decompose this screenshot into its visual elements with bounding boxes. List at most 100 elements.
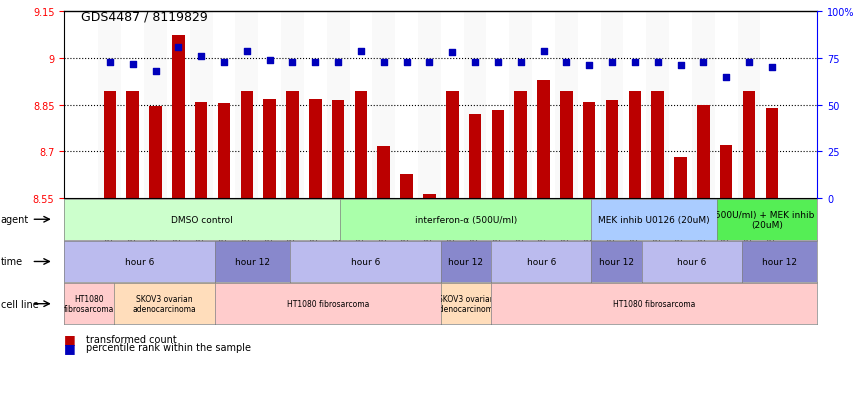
- Bar: [327, 12, 349, 198]
- Point: [354, 48, 368, 55]
- Point: [537, 48, 550, 55]
- Bar: [623, 12, 646, 198]
- Bar: [172, 36, 185, 198]
- Bar: [259, 12, 281, 198]
- Text: hour 6: hour 6: [125, 257, 154, 266]
- Text: hour 6: hour 6: [526, 257, 556, 266]
- Text: SKOV3 ovarian
adenocarcinoma: SKOV3 ovarian adenocarcinoma: [133, 294, 197, 313]
- Point: [217, 59, 231, 66]
- Point: [628, 59, 642, 66]
- Bar: [509, 12, 532, 198]
- Bar: [127, 91, 139, 198]
- Point: [286, 59, 300, 66]
- Point: [400, 59, 413, 66]
- Bar: [715, 12, 738, 198]
- Bar: [372, 12, 395, 198]
- Bar: [309, 100, 322, 198]
- Text: hour 12: hour 12: [449, 257, 484, 266]
- Bar: [738, 12, 760, 198]
- Point: [491, 59, 505, 66]
- Point: [674, 63, 687, 69]
- Bar: [167, 12, 190, 198]
- Point: [560, 59, 574, 66]
- Point: [149, 69, 163, 75]
- Point: [308, 59, 322, 66]
- Point: [582, 63, 596, 69]
- Bar: [281, 12, 304, 198]
- Text: hour 12: hour 12: [599, 257, 634, 266]
- Bar: [264, 100, 276, 198]
- Bar: [286, 91, 299, 198]
- Point: [103, 59, 116, 66]
- Text: transformed count: transformed count: [86, 334, 176, 344]
- Bar: [241, 91, 253, 198]
- Bar: [532, 12, 555, 198]
- Point: [697, 59, 710, 66]
- Bar: [538, 81, 550, 198]
- Text: hour 6: hour 6: [351, 257, 380, 266]
- Text: time: time: [1, 257, 23, 267]
- Bar: [401, 174, 413, 198]
- Bar: [418, 12, 441, 198]
- Bar: [441, 12, 464, 198]
- Bar: [190, 12, 212, 198]
- Bar: [212, 12, 235, 198]
- Point: [194, 54, 208, 60]
- Point: [377, 59, 390, 66]
- Point: [240, 48, 253, 55]
- Text: percentile rank within the sample: percentile rank within the sample: [86, 342, 251, 352]
- Text: agent: agent: [1, 215, 29, 225]
- Bar: [469, 114, 481, 198]
- Bar: [486, 12, 509, 198]
- Bar: [377, 147, 390, 198]
- Bar: [669, 12, 692, 198]
- Bar: [98, 12, 122, 198]
- Point: [126, 61, 140, 68]
- Text: DMSO control: DMSO control: [171, 215, 233, 224]
- Text: HT1080
fibrosarcoma: HT1080 fibrosarcoma: [64, 294, 115, 313]
- Bar: [304, 12, 327, 198]
- Bar: [464, 12, 486, 198]
- Text: ■: ■: [64, 332, 76, 346]
- Bar: [217, 104, 230, 198]
- Text: hour 12: hour 12: [763, 257, 797, 266]
- Bar: [606, 101, 618, 198]
- Text: hour 12: hour 12: [235, 257, 270, 266]
- Text: HT1080 fibrosarcoma: HT1080 fibrosarcoma: [287, 299, 369, 309]
- Point: [468, 59, 482, 66]
- Bar: [235, 12, 259, 198]
- Point: [514, 59, 527, 66]
- Bar: [104, 91, 116, 198]
- Point: [445, 50, 459, 57]
- Bar: [349, 12, 372, 198]
- Bar: [646, 12, 669, 198]
- Bar: [555, 12, 578, 198]
- Point: [765, 65, 779, 71]
- Point: [651, 59, 664, 66]
- Point: [719, 74, 733, 81]
- Text: interferon-α (500U/ml): interferon-α (500U/ml): [415, 215, 517, 224]
- Bar: [423, 195, 436, 198]
- Bar: [675, 158, 687, 198]
- Bar: [743, 91, 755, 198]
- Bar: [651, 91, 664, 198]
- Bar: [692, 12, 715, 198]
- Text: hour 6: hour 6: [677, 257, 706, 266]
- Point: [263, 57, 276, 64]
- Bar: [697, 105, 710, 198]
- Bar: [354, 91, 367, 198]
- Text: IFNα (500U/ml) + MEK inhib U0126
(20uM): IFNα (500U/ml) + MEK inhib U0126 (20uM): [688, 210, 847, 229]
- Bar: [149, 107, 162, 198]
- Point: [605, 59, 619, 66]
- Bar: [446, 91, 459, 198]
- Bar: [760, 12, 783, 198]
- Bar: [765, 108, 778, 198]
- Text: SKOV3 ovarian
adenocarcinoma: SKOV3 ovarian adenocarcinoma: [434, 294, 498, 313]
- Bar: [514, 91, 527, 198]
- Text: cell line: cell line: [1, 299, 39, 309]
- Bar: [332, 101, 344, 198]
- Point: [423, 59, 437, 66]
- Bar: [628, 91, 641, 198]
- Bar: [560, 91, 573, 198]
- Bar: [144, 12, 167, 198]
